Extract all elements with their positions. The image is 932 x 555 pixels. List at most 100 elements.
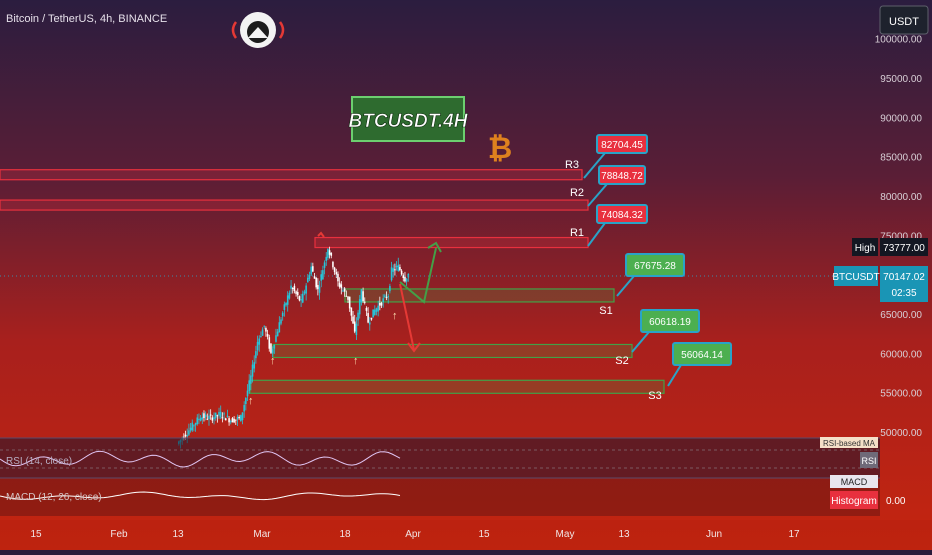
macd-pane[interactable]: MACD (12, 26, close) MACD Histogram 0.00 (0, 475, 906, 516)
candle-body (387, 296, 390, 298)
level-price-s1: 67675.28 (634, 261, 676, 272)
peak-marker-icon (317, 231, 325, 238)
symbol-title[interactable]: Bitcoin / TetherUS, 4h, BINANCE (6, 13, 167, 25)
candle-body (234, 419, 237, 421)
candle-body (368, 322, 371, 325)
time-tick-label: 17 (788, 529, 800, 540)
candle-body (208, 415, 210, 419)
level-price-r2: 78848.72 (601, 171, 643, 182)
price-tick-label: 95000.00 (880, 74, 922, 85)
candle-body (390, 267, 393, 281)
candle-body (322, 270, 324, 280)
level-price-box-r2[interactable] (598, 165, 646, 185)
level-price-box-s3[interactable] (672, 342, 732, 366)
price-tick-label: 60000.00 (880, 349, 922, 360)
candle-body (204, 414, 207, 418)
candle-body (392, 268, 395, 272)
candle-body (295, 291, 297, 294)
time-tick-label: Feb (110, 529, 128, 540)
candle-body (265, 328, 267, 332)
candle-body (353, 321, 356, 332)
candle-body (400, 270, 403, 275)
level-zone-r2[interactable] (0, 199, 589, 211)
candle-body (283, 304, 286, 310)
pivot-up-icon: ↑ (248, 395, 254, 407)
candle-body (320, 274, 323, 281)
candle-body (276, 331, 279, 337)
high-value: 73777.00 (883, 243, 925, 254)
level-price-box-s2[interactable] (640, 309, 700, 333)
candle-body (377, 305, 379, 312)
level-zone-s2[interactable] (272, 343, 633, 359)
candle-body (219, 411, 222, 418)
level-name-r3: R3 (565, 159, 579, 171)
rsi-pane[interactable]: RSI (14, close) RSI-based MA RSI (0, 437, 880, 478)
candle-body (286, 295, 289, 305)
candle-body (370, 317, 373, 320)
candle-body (280, 319, 282, 324)
price-axis[interactable]: 100000.00 95000.00 90000.00 85000.00 80000.0… (875, 35, 923, 439)
projection-arrows (317, 231, 442, 353)
candle-body (358, 299, 361, 315)
candle-body (350, 307, 353, 316)
pivot-up-icon: ↑ (353, 355, 359, 367)
level-price-s2: 60618.19 (649, 317, 691, 328)
callout-pointer (587, 222, 606, 247)
candle-body (221, 417, 224, 419)
time-tick-label: Jun (706, 529, 722, 540)
candle-body (238, 417, 240, 419)
level-price-box-r1[interactable] (596, 204, 648, 224)
bullish-projection-arrow (399, 247, 437, 304)
candle-body (218, 411, 220, 416)
price-tick-label: 100000.00 (875, 35, 923, 46)
candle-body (194, 423, 197, 426)
candle-body (404, 276, 406, 282)
chart-title-text: BTCUSDT.4H (349, 111, 469, 132)
candle-body (184, 434, 187, 437)
level-name-s3: S3 (648, 390, 661, 402)
candle-body (307, 277, 309, 283)
time-tick-label: 15 (30, 529, 42, 540)
candle-body (268, 337, 271, 349)
candle-body (345, 295, 348, 297)
macd-value: 0.00 (886, 496, 906, 507)
price-tick-label: 85000.00 (880, 153, 922, 164)
price-tick-label: 50000.00 (880, 428, 922, 439)
level-zone-s1[interactable] (344, 288, 615, 303)
levels-layer: R3 82704.45 R2 78848.72 R1 74084.32 S1 67675.28… (0, 134, 732, 402)
level-price-r1: 74084.32 (601, 210, 643, 221)
candle-body (343, 288, 346, 292)
time-tick-label: 15 (478, 529, 490, 540)
candle-body (374, 309, 376, 315)
candle-body (305, 285, 307, 294)
candle-body (384, 295, 386, 297)
candle-body (189, 427, 192, 431)
currency-label: USDT (889, 16, 919, 28)
candle-body (375, 308, 378, 312)
callout-pointer (587, 183, 608, 207)
candle-body (363, 301, 366, 303)
candle-body (333, 267, 336, 272)
pivot-up-icon: ↑ (270, 355, 276, 367)
macd-badge: MACD (841, 477, 868, 487)
rsi-ma-label: RSI-based MA (823, 439, 876, 448)
level-price-box-s1[interactable] (625, 253, 685, 277)
candle-body (362, 291, 364, 302)
currency-button[interactable]: USDT (879, 5, 929, 35)
chart-title-box: BTCUSDT.4H (348, 96, 469, 142)
level-price-box-r3[interactable] (596, 134, 648, 154)
level-zone-r3[interactable] (0, 169, 583, 181)
candle-body (213, 417, 215, 420)
candle-body (258, 338, 261, 345)
candle-body (285, 302, 287, 306)
candle-body (340, 284, 343, 289)
level-zone-r1[interactable] (314, 236, 589, 249)
callout-pointer (616, 275, 635, 297)
time-axis[interactable]: 15 Feb 13 Mar 18 Apr 15 May 13 Jun 17 (30, 529, 800, 540)
candle-body (255, 351, 257, 359)
candle-body (250, 375, 252, 384)
level-zone-s3[interactable] (249, 379, 665, 394)
callout-pointer (631, 331, 650, 353)
candle-body (248, 380, 250, 391)
